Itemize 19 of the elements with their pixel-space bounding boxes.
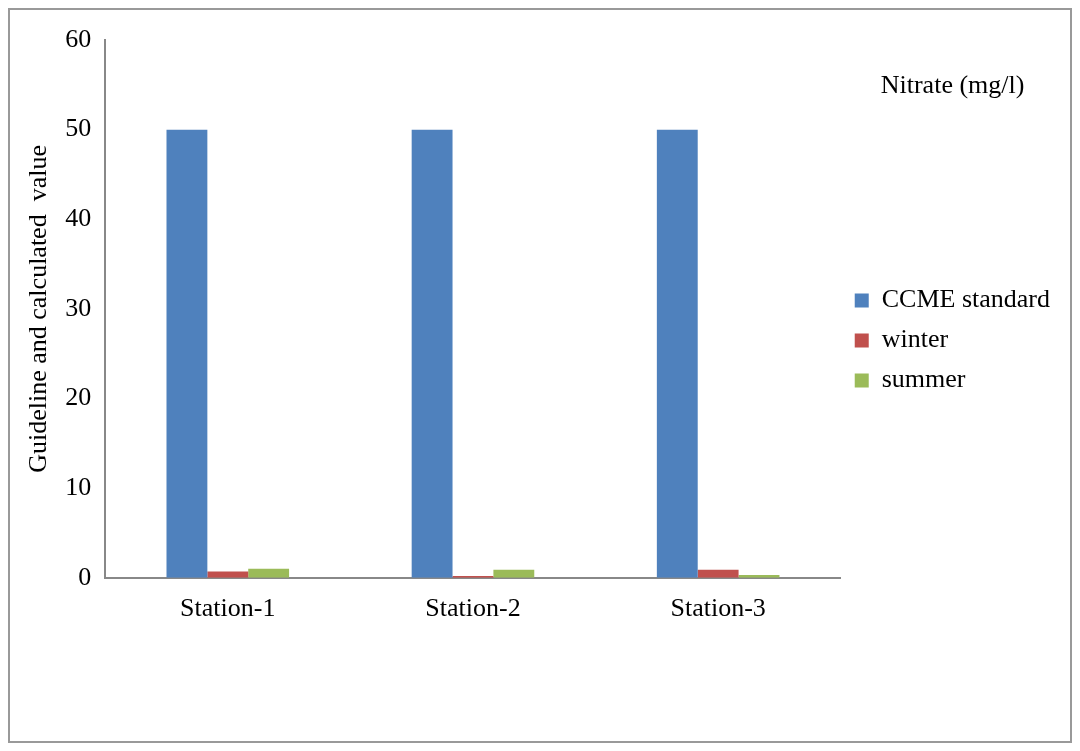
legend-label: CCME standard — [881, 284, 1050, 314]
text: Nitrate (mg/l) — [880, 69, 1025, 99]
x-tick-label: Station-1 — [180, 593, 276, 623]
y-tick-label: 20 — [65, 382, 92, 412]
y-tick-label: 50 — [65, 113, 92, 143]
y-tick-label: 40 — [65, 203, 92, 233]
bar — [166, 129, 208, 578]
bar — [248, 568, 290, 578]
legend-label: winter — [881, 324, 949, 354]
y-axis-title: Guideline and calculated value — [23, 145, 53, 473]
bar — [656, 129, 698, 578]
y-tick-label: 0 — [78, 561, 92, 591]
legend-label: summer — [881, 364, 966, 394]
y-tick-label: 10 — [65, 471, 92, 501]
y-tick-label: 30 — [65, 292, 92, 322]
bar — [411, 129, 453, 578]
x-tick-label: Station-3 — [670, 593, 766, 623]
y-tick-label: 60 — [65, 23, 92, 53]
x-tick-label: Station-2 — [425, 593, 521, 623]
